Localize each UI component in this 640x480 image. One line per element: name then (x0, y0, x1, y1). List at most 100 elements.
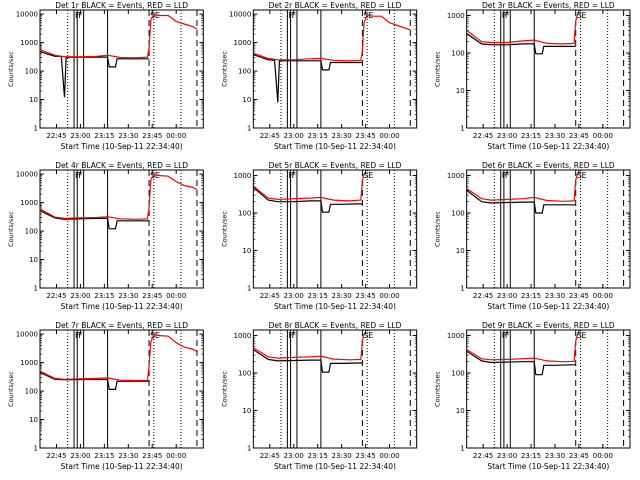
x-tick-label: 23:30 (118, 452, 138, 460)
y-axis-label: Counts/sec (220, 371, 228, 407)
event-marker-label: F (505, 11, 510, 20)
y-tick-label: 1 (34, 125, 38, 133)
chart-panel-5: Det 5r BLACK = Events, RED = LLD 1 10 100 10… (220, 161, 418, 311)
series-line-events (466, 350, 576, 376)
y-axis-label: Counts/sec (7, 51, 15, 87)
chart-panel-3: Det 3r BLACK = Events, RED = LLD 1 10 100 10… (434, 1, 631, 151)
y-tick-label: 100 (238, 68, 251, 76)
event-marker-label: E (582, 11, 587, 20)
chart-title: Det 9r BLACK = Events, RED = LLD (482, 321, 615, 330)
x-tick-label: 23:30 (545, 452, 565, 460)
y-axis-label: Counts/sec (434, 371, 442, 407)
x-tick-label: 23:45 (569, 292, 589, 300)
y-axis-label: Counts/sec (220, 211, 228, 247)
series-line-events (253, 186, 363, 213)
plot-frame (252, 9, 418, 129)
chart-title: Det 3r BLACK = Events, RED = LLD (482, 1, 615, 10)
x-tick-label: 23:15 (521, 452, 541, 460)
event-marker-label: S (363, 331, 368, 340)
plot-frame (466, 9, 631, 129)
y-tick-label: 10000 (229, 11, 251, 19)
x-axis-label: Start Time (10-Sep-11 22:34:40) (487, 142, 609, 151)
series-line-events (466, 189, 576, 214)
x-axis-label: Start Time (10-Sep-11 22:34:40) (274, 142, 396, 151)
x-tick-label: 23:00 (497, 292, 517, 300)
plot-frame (252, 169, 418, 289)
y-tick-label: 10 (29, 256, 38, 264)
x-tick-label: 23:15 (94, 132, 114, 140)
event-marker-label: F (78, 171, 83, 180)
y-tick-label: 1000 (20, 199, 38, 207)
event-marker-label: S (363, 171, 368, 180)
x-tick-label: 22:45 (473, 452, 493, 460)
x-tick-label: 23:15 (521, 132, 541, 140)
y-tick-label: 1 (34, 445, 38, 453)
y-tick-label: 1 (34, 285, 38, 293)
x-tick-label: 23:30 (118, 132, 138, 140)
y-tick-label: 10 (29, 416, 38, 424)
chart-panel-4: Det 4r BLACK = Events, RED = LLD 1 10 100 10… (7, 161, 204, 311)
event-marker-label: F (505, 331, 510, 340)
series-line-events (466, 33, 576, 55)
event-marker-label: S (150, 331, 155, 340)
x-tick-label: 23:15 (521, 292, 541, 300)
x-tick-label: 23:30 (332, 292, 352, 300)
y-tick-label: 100 (25, 68, 38, 76)
x-axis-label: Start Time (10-Sep-11 22:34:40) (61, 302, 183, 311)
y-tick-label: 10 (456, 407, 465, 415)
y-tick-label: 1 (460, 445, 464, 453)
x-tick-label: 22:45 (260, 452, 280, 460)
x-tick-label: 22:45 (46, 132, 66, 140)
chart-panel-7: Det 7r BLACK = Events, RED = LLD 1 10 100 10… (7, 321, 204, 471)
y-tick-label: 10 (29, 96, 38, 104)
x-tick-label: 23:45 (142, 452, 162, 460)
x-tick-label: 23:00 (70, 292, 90, 300)
y-tick-label: 100 (238, 369, 251, 377)
y-tick-label: 1000 (447, 12, 465, 20)
event-marker-label: S (363, 11, 368, 20)
series-line-lld (40, 333, 198, 382)
chart-panel-9: Det 9r BLACK = Events, RED = LLD 1 10 100 10… (434, 321, 631, 471)
y-tick-label: 10000 (16, 331, 38, 339)
y-tick-label: 1000 (20, 359, 38, 367)
y-tick-label: 10 (242, 247, 251, 255)
x-tick-label: 23:15 (308, 452, 328, 460)
y-tick-label: 1 (247, 125, 251, 133)
series-line-lld (40, 173, 198, 220)
plot-frame (39, 9, 204, 129)
x-tick-label: 22:45 (473, 132, 493, 140)
x-tick-label: 00:00 (166, 452, 186, 460)
x-tick-label: 00:00 (379, 452, 399, 460)
event-marker-label: E (582, 171, 587, 180)
y-axis-label: Counts/sec (434, 51, 442, 87)
event-marker-label: S (577, 11, 582, 20)
y-axis-label: Counts/sec (434, 211, 442, 247)
x-tick-label: 23:00 (497, 452, 517, 460)
y-tick-label: 10 (242, 407, 251, 415)
event-marker-label: F (292, 11, 297, 20)
plot-frame (39, 169, 204, 289)
y-tick-label: 10000 (16, 171, 38, 179)
y-tick-label: 1 (247, 285, 251, 293)
y-tick-label: 1000 (447, 332, 465, 340)
x-tick-label: 23:15 (94, 452, 114, 460)
x-tick-label: 22:45 (260, 132, 280, 140)
event-marker-label: F (78, 331, 83, 340)
x-tick-label: 00:00 (379, 292, 399, 300)
y-tick-label: 100 (238, 209, 251, 217)
x-tick-label: 22:45 (260, 292, 280, 300)
series-line-lld (466, 334, 578, 363)
x-tick-label: 23:30 (545, 132, 565, 140)
x-tick-label: 23:00 (70, 452, 90, 460)
y-tick-label: 10 (456, 247, 465, 255)
y-tick-label: 100 (451, 369, 464, 377)
y-axis-label: Counts/sec (220, 51, 228, 87)
x-tick-label: 00:00 (166, 292, 186, 300)
x-tick-label: 23:30 (332, 132, 352, 140)
x-tick-label: 23:30 (118, 292, 138, 300)
chart-title: Det 6r BLACK = Events, RED = LLD (482, 161, 615, 170)
series-line-events (40, 210, 150, 230)
chart-panel-8: Det 8r BLACK = Events, RED = LLD 1 10 100 10… (220, 321, 418, 471)
x-tick-label: 23:00 (284, 292, 304, 300)
event-marker-label: E (582, 331, 587, 340)
